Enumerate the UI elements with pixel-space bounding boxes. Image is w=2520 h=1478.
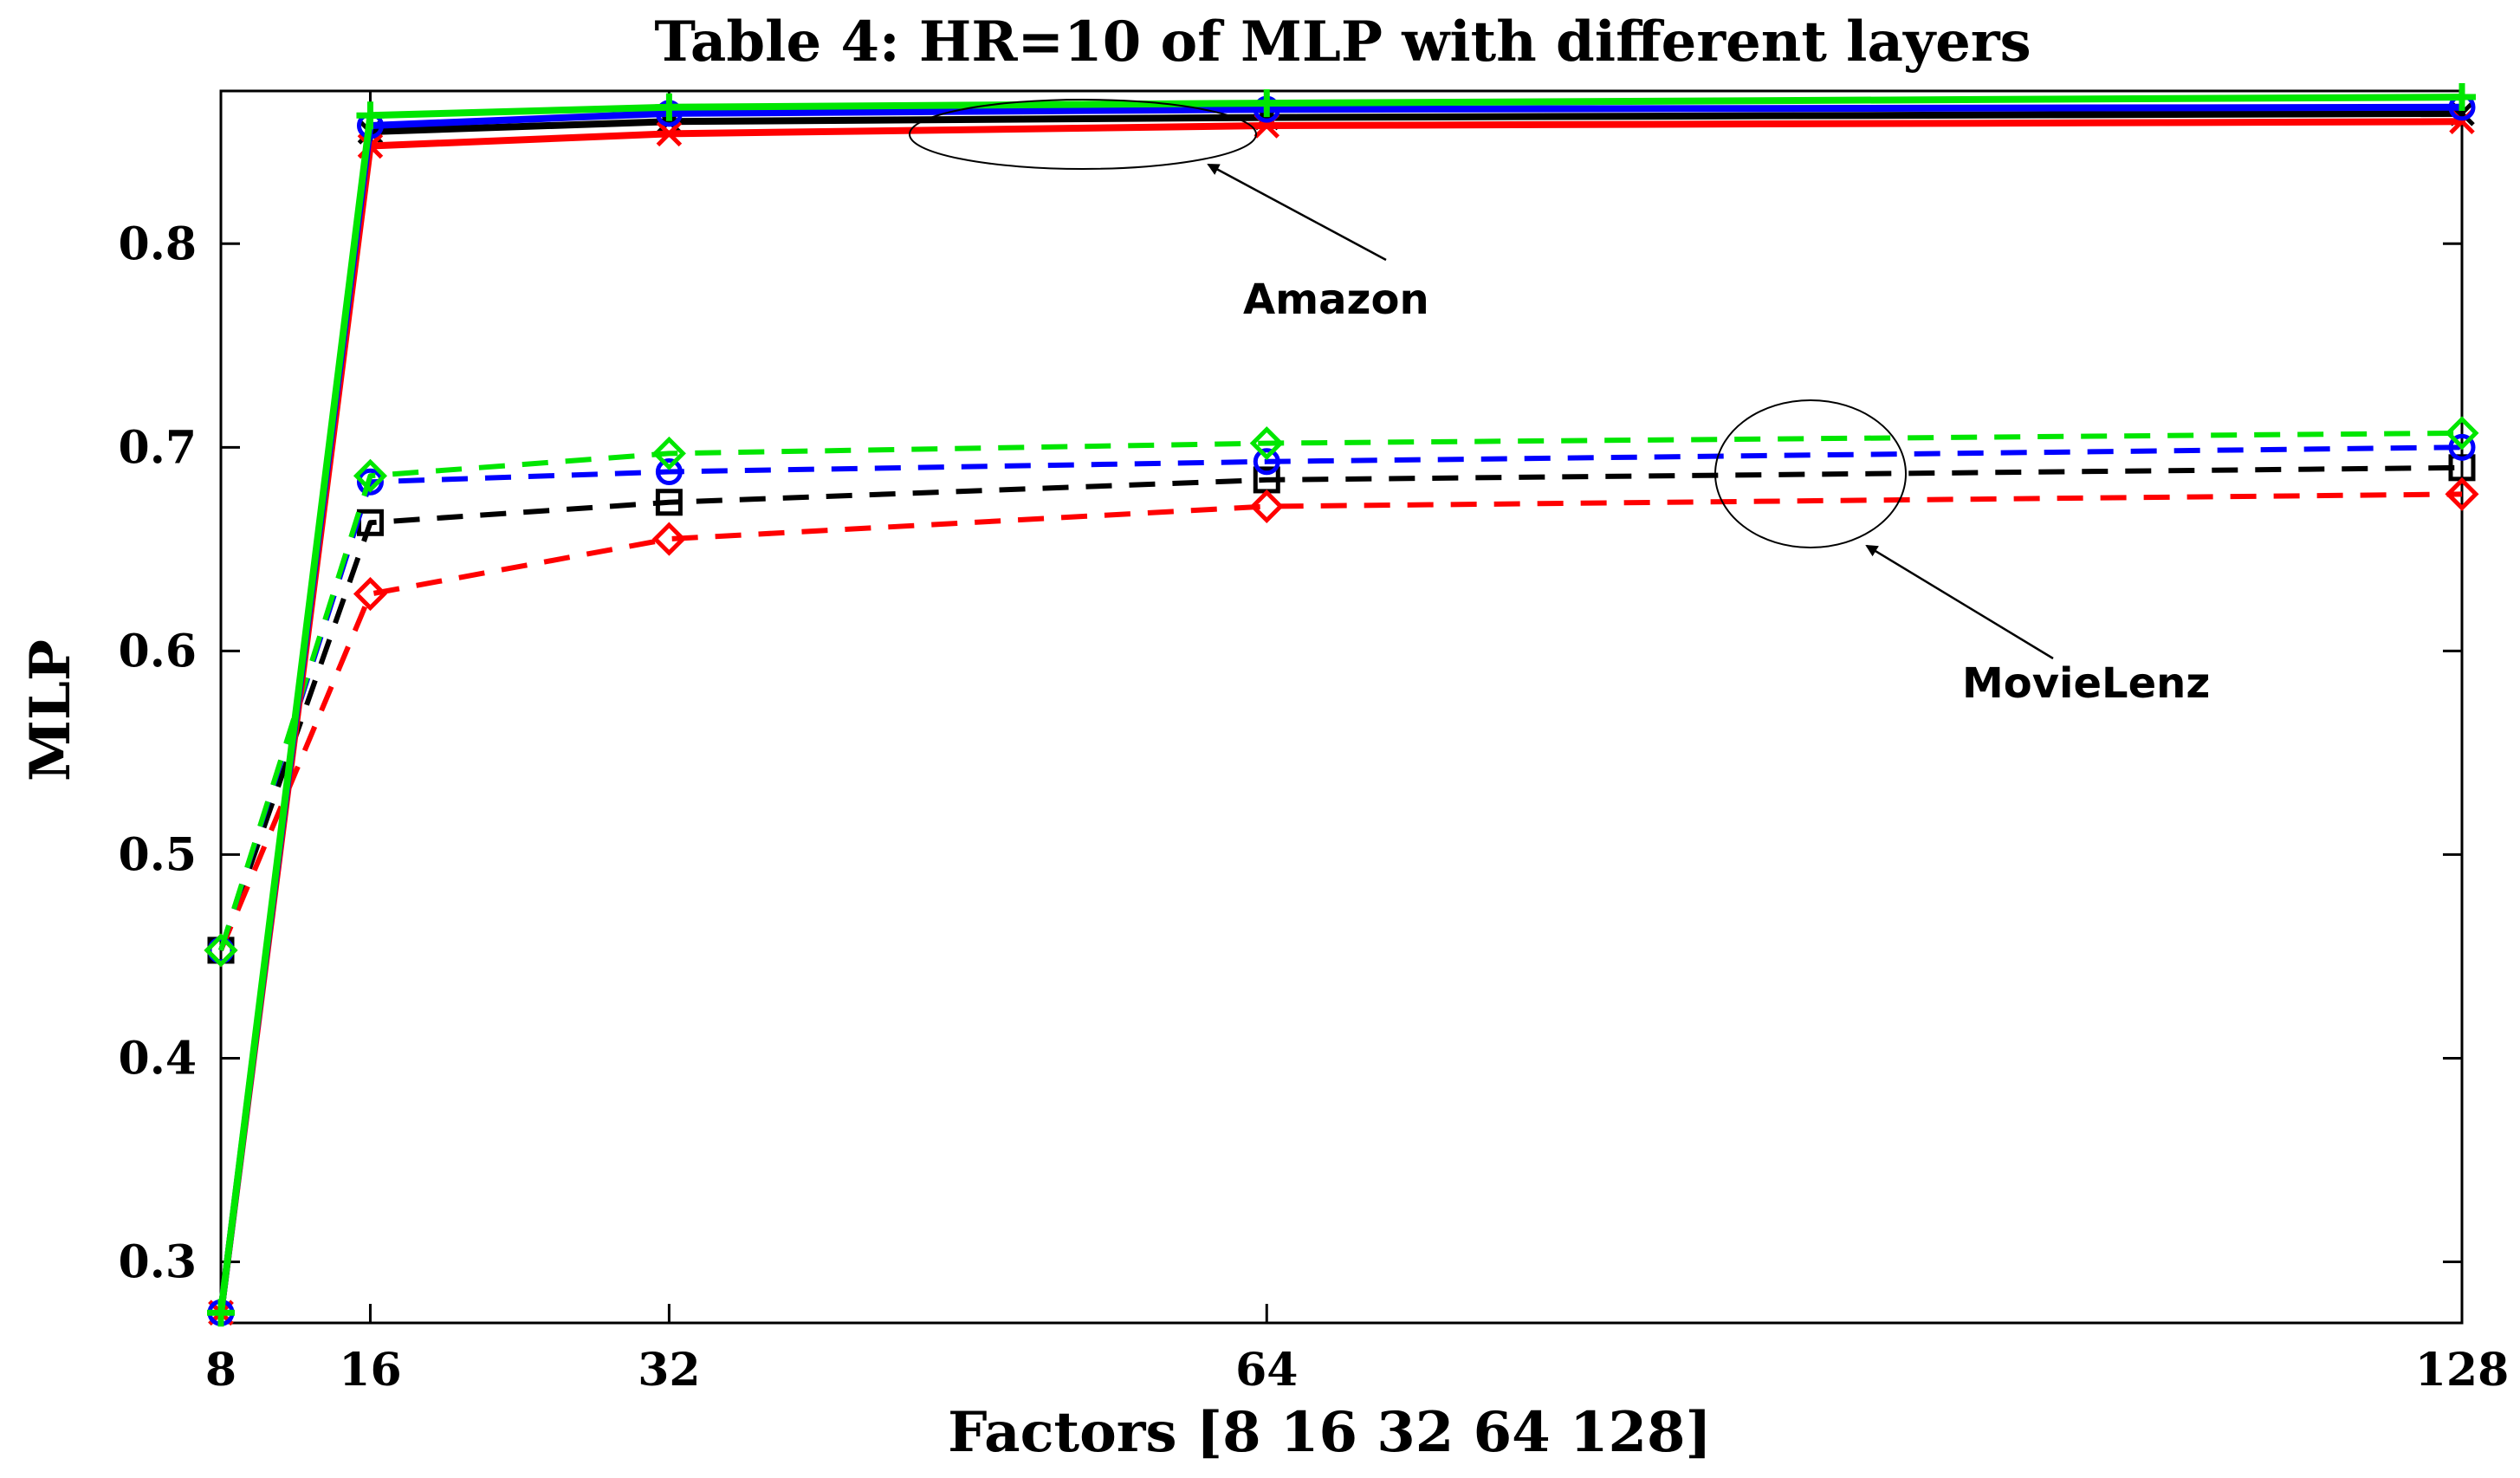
movielenz-annotation-label: MovieLenz bbox=[1962, 659, 2210, 708]
data-point-amazon-green bbox=[356, 101, 385, 130]
data-point-movielenz-blue bbox=[2448, 433, 2476, 461]
data-point-movielenz-black bbox=[655, 489, 683, 516]
y-axis-label: MLP bbox=[18, 639, 83, 781]
series-movielenz-red bbox=[204, 476, 2479, 968]
y-tick-label: 0.3 bbox=[119, 1235, 197, 1288]
x-tick-label: 32 bbox=[638, 1344, 700, 1397]
y-axis: 0.3 0.4 0.5 0.6 0.7 0.8 bbox=[119, 217, 2462, 1288]
annotation-amazon: Amazon bbox=[909, 99, 1429, 324]
x-tick-label: 64 bbox=[1235, 1344, 1298, 1397]
data-point-movielenz-blue bbox=[1253, 448, 1280, 476]
y-tick-label: 0.4 bbox=[119, 1032, 197, 1085]
x-tick-label: 8 bbox=[205, 1344, 236, 1397]
amazon-annotation-ellipse bbox=[909, 99, 1257, 170]
series-movielenz-black bbox=[207, 454, 2476, 964]
series-layer bbox=[204, 83, 2479, 1327]
plot-frame bbox=[219, 89, 2464, 1325]
x-tick-label: 128 bbox=[2415, 1344, 2510, 1397]
data-point-amazon-green bbox=[1253, 89, 1281, 118]
y-tick-label: 0.7 bbox=[119, 421, 197, 474]
series-line-movielenz-red bbox=[218, 491, 2463, 952]
x-axis: 8 16 32 64 128 bbox=[205, 91, 2509, 1397]
data-point-movielenz-green bbox=[2445, 416, 2479, 451]
series-amazon-green bbox=[207, 83, 2476, 1327]
data-point-movielenz-green bbox=[1249, 426, 1284, 461]
data-point-amazon-red bbox=[656, 120, 683, 147]
x-axis-label: Factors [8 16 32 64 128] bbox=[948, 1400, 1712, 1465]
plot-border bbox=[219, 89, 2464, 1325]
movielenz-annotation-ellipse bbox=[1714, 399, 1907, 548]
data-point-movielenz-red bbox=[651, 522, 686, 556]
series-line-movielenz-black bbox=[218, 464, 2463, 951]
x-tick-label: 16 bbox=[339, 1344, 401, 1397]
series-movielenz-green bbox=[204, 416, 2479, 968]
data-point-movielenz-green bbox=[353, 458, 388, 493]
annotation-movielenz: MovieLenz bbox=[1714, 399, 2210, 708]
data-point-amazon-green bbox=[655, 93, 683, 121]
amazon-annotation-arrow bbox=[1207, 163, 1387, 262]
data-point-movielenz-blue bbox=[655, 458, 683, 486]
data-point-movielenz-red bbox=[1249, 489, 1284, 524]
y-tick-label: 0.6 bbox=[119, 625, 197, 677]
data-point-amazon-green bbox=[2448, 83, 2476, 112]
data-point-amazon-green bbox=[207, 1299, 235, 1327]
movielenz-annotation-arrow bbox=[1865, 544, 2054, 660]
series-line-movielenz-green bbox=[218, 430, 2463, 951]
y-tick-label: 0.8 bbox=[119, 217, 197, 270]
y-tick-label: 0.5 bbox=[119, 828, 197, 881]
chart-title: Table 4: HR=10 of MLP with different lay… bbox=[654, 10, 2031, 75]
amazon-annotation-label: Amazon bbox=[1243, 276, 1429, 324]
data-point-movielenz-green bbox=[204, 933, 238, 968]
data-point-movielenz-green bbox=[651, 436, 686, 470]
data-point-movielenz-blue bbox=[356, 468, 384, 496]
data-point-movielenz-red bbox=[353, 577, 388, 612]
data-point-movielenz-red bbox=[2445, 476, 2479, 511]
